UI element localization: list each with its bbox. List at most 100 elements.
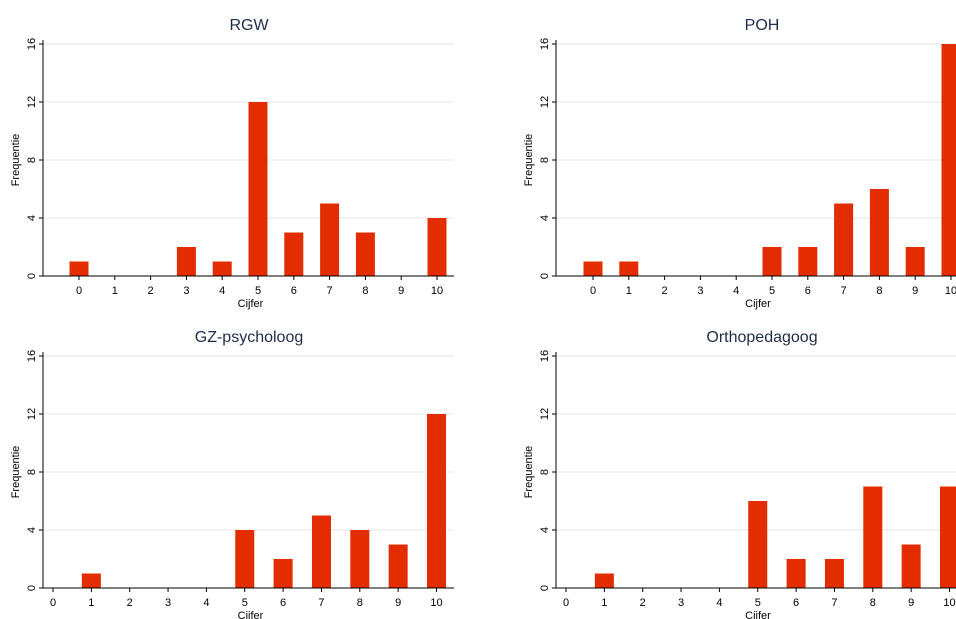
x-tick-label: 5	[755, 597, 761, 609]
x-tick-label: 5	[255, 285, 261, 297]
bar-8	[350, 530, 370, 588]
bar-10	[941, 44, 956, 276]
y-tick-label: 16	[26, 38, 38, 50]
y-tick-label: 0	[26, 273, 38, 279]
chart-title: POH	[745, 17, 780, 34]
chart-title: Orthopedagoog	[706, 329, 817, 346]
x-tick-label: 8	[876, 285, 882, 297]
x-axis-label: Cijfer	[745, 610, 771, 619]
x-tick-label: 1	[626, 285, 632, 297]
x-tick-label: 1	[112, 285, 118, 297]
x-tick-label: 2	[640, 597, 646, 609]
y-axis-label: Frequentie	[10, 446, 22, 499]
x-tick-label: 0	[590, 285, 596, 297]
x-tick-label: 5	[242, 597, 248, 609]
y-axis-label: Frequentie	[523, 134, 535, 187]
x-tick-label: 10	[431, 285, 443, 297]
bar-1	[619, 261, 639, 276]
bar-0	[583, 261, 603, 276]
bar-1	[81, 573, 101, 588]
y-tick-label: 8	[26, 469, 38, 475]
x-tick-label: 3	[165, 597, 171, 609]
x-tick-label: 6	[793, 597, 799, 609]
bar-7	[320, 203, 340, 276]
y-tick-label: 4	[26, 215, 38, 221]
y-tick-label: 4	[26, 527, 38, 533]
y-tick-label: 16	[539, 38, 551, 50]
bar-9	[905, 247, 925, 276]
y-tick-label: 12	[26, 408, 38, 420]
x-tick-label: 1	[601, 597, 607, 609]
x-tick-label: 6	[805, 285, 811, 297]
y-tick-label: 8	[26, 157, 38, 163]
x-tick-label: 4	[716, 597, 722, 609]
x-tick-label: 4	[203, 597, 209, 609]
x-tick-label: 2	[127, 597, 133, 609]
y-tick-label: 12	[26, 96, 38, 108]
x-tick-label: 2	[148, 285, 154, 297]
bar-7	[824, 559, 844, 588]
x-tick-label: 4	[219, 285, 225, 297]
bar-10	[427, 414, 446, 588]
x-tick-label: 7	[327, 285, 333, 297]
x-tick-label: 1	[88, 597, 94, 609]
x-tick-label: 7	[831, 597, 837, 609]
x-tick-label: 3	[183, 285, 189, 297]
x-tick-label: 6	[280, 597, 286, 609]
x-tick-label: 2	[662, 285, 668, 297]
bar-3	[176, 247, 196, 276]
bar-9	[388, 544, 408, 588]
bar-6	[273, 559, 293, 588]
bar-6	[284, 232, 304, 276]
x-tick-label: 5	[769, 285, 775, 297]
bar-7	[834, 203, 854, 276]
y-tick-label: 16	[539, 350, 551, 362]
x-tick-label: 8	[362, 285, 368, 297]
x-tick-label: 4	[733, 285, 739, 297]
y-tick-label: 8	[539, 469, 551, 475]
bar-7	[311, 515, 331, 588]
bar-5	[248, 102, 268, 276]
y-tick-label: 12	[539, 96, 551, 108]
x-tick-label: 9	[398, 285, 404, 297]
bar-1	[594, 573, 614, 588]
chart-title: GZ-psycholoog	[195, 329, 304, 346]
x-axis-label: Cijfer	[745, 298, 771, 310]
bar-0	[69, 261, 89, 276]
bar-9	[901, 544, 921, 588]
bar-8	[863, 486, 883, 588]
y-tick-label: 0	[539, 273, 551, 279]
x-tick-label: 10	[945, 285, 956, 297]
x-tick-label: 0	[50, 597, 56, 609]
x-tick-label: 8	[357, 597, 363, 609]
x-tick-label: 3	[678, 597, 684, 609]
x-tick-label: 0	[76, 285, 82, 297]
x-tick-label: 9	[912, 285, 918, 297]
x-axis-label: Cijfer	[238, 610, 264, 619]
bar-10	[427, 218, 447, 276]
y-axis-label: Frequentie	[10, 134, 22, 187]
y-axis-label: Frequentie	[523, 446, 535, 499]
x-tick-label: 3	[697, 285, 703, 297]
bar-10	[940, 486, 956, 588]
y-tick-label: 4	[539, 215, 551, 221]
y-tick-label: 4	[539, 527, 551, 533]
bar-4	[212, 261, 232, 276]
x-tick-label: 7	[318, 597, 324, 609]
x-tick-label: 6	[291, 285, 297, 297]
bar-5	[748, 501, 768, 588]
bar-5	[235, 530, 255, 588]
x-tick-label: 8	[870, 597, 876, 609]
bar-6	[786, 559, 806, 588]
x-tick-label: 9	[395, 597, 401, 609]
bar-8	[869, 189, 889, 276]
x-axis-label: Cijfer	[238, 298, 264, 310]
x-tick-label: 9	[908, 597, 914, 609]
x-tick-label: 10	[943, 597, 955, 609]
y-tick-label: 0	[539, 585, 551, 591]
